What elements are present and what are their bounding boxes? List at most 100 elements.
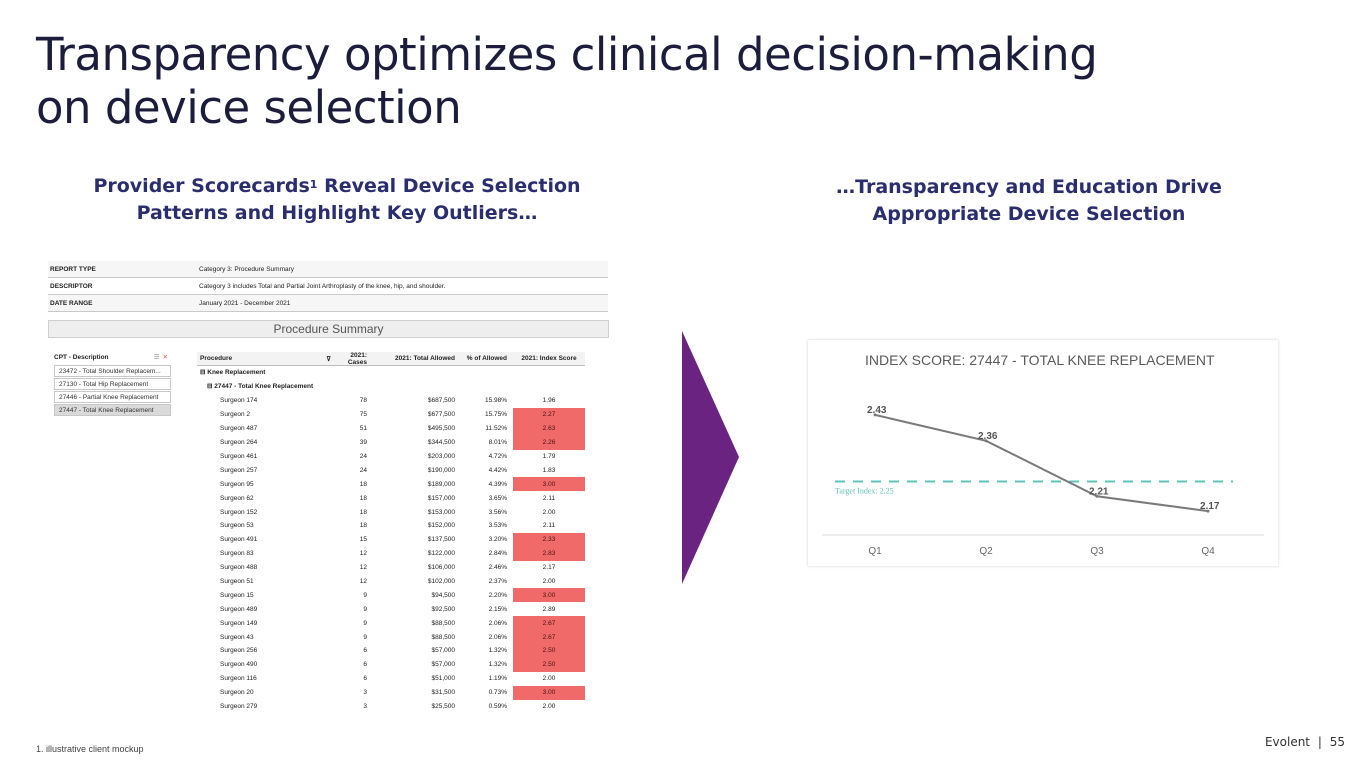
cell-index: 2.26 (513, 435, 585, 450)
group-row-27447[interactable]: ⊟ 27447 - Total Knee Replacement (207, 383, 314, 390)
cell-surgeon: Surgeon 488 (220, 564, 258, 572)
meta-row: DATE RANGE January 2021 - December 2021 (48, 295, 608, 312)
table-row[interactable]: Surgeon 488 12 $106,000 2.46% 2.17 (197, 561, 585, 575)
cell-cases: 18 (359, 494, 367, 502)
table-row[interactable]: Surgeon 264 39 $344,500 8.01% 2.26 (197, 435, 585, 450)
slide-title-line-2: on device selection (36, 81, 462, 134)
target-index-label: Target Index: 2.25 (835, 487, 894, 496)
table-row[interactable]: Surgeon 256 6 $57,000 1.32% 2.50 (197, 644, 585, 658)
table-row[interactable]: Surgeon 279 3 $25,500 0.59% 2.00 (197, 700, 585, 714)
cell-index: 2.50 (513, 657, 585, 672)
cell-cases: 6 (363, 647, 367, 655)
cell-surgeon: Surgeon 264 (220, 439, 258, 447)
index-score-chart: INDEX SCORE: 27447 - TOTAL KNEE REPLACEM… (808, 340, 1278, 566)
table-row[interactable]: Surgeon 491 15 $137,500 3.20% 2.33 (197, 532, 585, 547)
cell-pct: 2.15% (488, 605, 507, 613)
x-tick-label: Q4 (1201, 546, 1215, 557)
meta-key: DESCRIPTOR (50, 282, 93, 290)
table-row[interactable]: Surgeon 489 9 $92,500 2.15% 2.89 (197, 602, 585, 616)
header-allowed[interactable]: 2021: Total Allowed (395, 355, 455, 362)
table-row[interactable]: Surgeon 490 6 $57,000 1.32% 2.50 (197, 657, 585, 672)
cell-pct: 2.20% (488, 591, 507, 599)
cell-surgeon: Surgeon 491 (220, 536, 258, 544)
slicer-title: CPT - Description (54, 353, 109, 361)
table-row[interactable]: Surgeon 461 24 $203,000 4.72% 1.79 (197, 450, 585, 464)
cell-allowed: $88,500 (431, 619, 456, 627)
group-row-knee[interactable]: ⊟ Knee Replacement (200, 369, 266, 376)
cell-surgeon: Surgeon 20 (220, 689, 254, 697)
cell-cases: 9 (363, 619, 367, 627)
x-tick-label: Q3 (1090, 546, 1104, 557)
header-procedure[interactable]: Procedure ⊽ (200, 354, 331, 363)
right-heading-line-2: Appropriate Device Selection (872, 203, 1186, 225)
table-row[interactable]: Surgeon 62 18 $157,000 3.65% 2.11 (197, 491, 585, 505)
table-row[interactable]: Surgeon 51 12 $102,000 2.37% 2.00 (197, 575, 585, 589)
right-heading-line-1: …Transparency and Education Drive (836, 176, 1222, 198)
cell-pct: 8.01% (488, 439, 507, 447)
cell-allowed: $31,500 (431, 689, 456, 697)
slicer-item[interactable]: 27446 - Partial Knee Replacement (54, 391, 171, 403)
cell-index: 2.83 (513, 546, 585, 561)
right-heading: …Transparency and Education Drive Approp… (790, 174, 1268, 228)
meta-row: REPORT TYPE Category 3: Procedure Summary (48, 261, 608, 278)
footnote: 1. illustrative client mockup (36, 744, 144, 754)
cell-cases: 18 (359, 508, 367, 516)
cell-allowed: $687,500 (427, 397, 455, 405)
cell-surgeon: Surgeon 174 (220, 397, 258, 405)
cell-index: 2.00 (542, 675, 556, 683)
cell-allowed: $495,500 (427, 425, 455, 433)
footer-separator: | (1317, 735, 1322, 749)
table-row[interactable]: Surgeon 116 6 $51,000 1.19% 2.00 (197, 672, 585, 686)
transition-arrow-icon (682, 331, 739, 584)
table-row[interactable]: Surgeon 257 24 $190,000 4.42% 1.83 (197, 463, 585, 477)
cell-cases: 75 (359, 411, 367, 419)
chart-svg: INDEX SCORE: 27447 - TOTAL KNEE REPLACEM… (822, 352, 1264, 557)
sort-filter-icon[interactable]: ⊽ (326, 355, 331, 363)
cell-surgeon: Surgeon 83 (220, 550, 254, 558)
cell-surgeon: Surgeon 53 (220, 522, 254, 530)
cell-cases: 6 (363, 661, 367, 669)
left-heading-line-2: Patterns and Highlight Key Outliers… (136, 202, 538, 224)
data-label: 2.21 (1089, 486, 1109, 497)
meta-value: Category 3: Procedure Summary (199, 265, 295, 273)
cell-allowed: $344,500 (427, 439, 455, 447)
data-point (1095, 494, 1099, 498)
cell-pct: 4.39% (488, 480, 507, 488)
cell-allowed: $94,500 (431, 591, 456, 599)
table-row[interactable]: Surgeon 20 3 $31,500 0.73% 3.00 (197, 685, 585, 700)
table-row[interactable]: Surgeon 83 12 $122,000 2.84% 2.83 (197, 546, 585, 561)
cell-allowed: $57,000 (431, 661, 456, 669)
header-cases[interactable]: 2021: Cases (347, 351, 367, 366)
table-row[interactable]: Surgeon 487 51 $495,500 11.52% 2.63 (197, 421, 585, 436)
chart-title: INDEX SCORE: 27447 - TOTAL KNEE REPLACEM… (865, 352, 1215, 368)
left-heading-text-1: Provider Scorecards (93, 175, 310, 197)
table-row[interactable]: Surgeon 95 18 $189,000 4.39% 3.00 (197, 477, 585, 492)
clear-filter-icon[interactable]: ✕ (162, 354, 171, 361)
slicer-item[interactable]: 23472 - Total Shoulder Replacem... (54, 365, 171, 377)
table-row[interactable]: Surgeon 149 9 $88,500 2.06% 2.67 (197, 616, 585, 631)
table-row[interactable]: Surgeon 2 75 $677,500 15.75% 2.27 (197, 407, 585, 422)
slicer-item[interactable]: 27130 - Total Hip Replacement (54, 378, 171, 390)
table-row[interactable]: Surgeon 43 9 $88,500 2.06% 2.67 (197, 630, 585, 645)
table-row[interactable]: Surgeon 152 18 $153,000 3.56% 2.00 (197, 505, 585, 519)
header-pct[interactable]: % of Allowed (466, 355, 507, 362)
header-index[interactable]: 2021: Index Score (521, 355, 577, 362)
cell-pct: 2.46% (488, 564, 507, 572)
cell-pct: 0.73% (488, 689, 507, 697)
cell-cases: 12 (359, 564, 367, 572)
multi-select-icon[interactable]: ☰ (153, 354, 163, 361)
report-meta: REPORT TYPE Category 3: Procedure Summary… (48, 261, 608, 312)
table-row[interactable]: Surgeon 15 9 $94,500 2.20% 3.00 (197, 588, 585, 603)
table-row[interactable]: Surgeon 174 78 $687,500 15.98% 1.96 (197, 394, 585, 408)
cell-index: 3.00 (513, 685, 585, 700)
cell-index: 2.33 (513, 532, 585, 547)
slicer-item-selected[interactable]: 27447 - Total Knee Replacement (54, 404, 171, 416)
cell-index: 1.79 (542, 453, 556, 460)
data-point (984, 439, 988, 443)
table-row[interactable]: Surgeon 53 18 $152,000 3.53% 2.11 (197, 519, 585, 533)
cell-cases: 6 (363, 675, 367, 683)
cell-allowed: $190,000 (427, 466, 455, 474)
cell-index: 2.00 (542, 578, 556, 586)
slicer-header: CPT - Description ☰✕ (51, 350, 174, 364)
cell-surgeon: Surgeon 2 (220, 411, 250, 419)
